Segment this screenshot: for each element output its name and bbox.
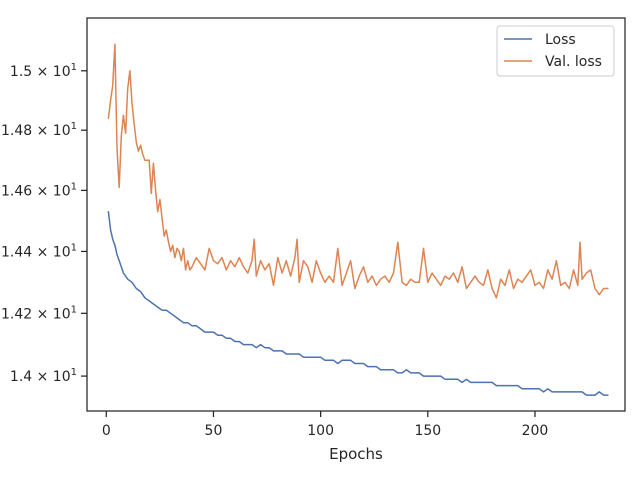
legend-label: Val. loss — [545, 54, 602, 70]
y-tick-label: 1.4 × 101 — [10, 367, 77, 385]
y-tick-label: 1.46 × 101 — [1, 181, 77, 199]
x-tick-label: 150 — [414, 423, 441, 439]
series-layer — [107, 43, 609, 396]
x-axis-title: Epochs — [329, 445, 383, 463]
legend: Loss Val. loss — [496, 25, 615, 77]
plot-frame — [86, 17, 626, 412]
series-line-1 — [107, 43, 609, 299]
x-tick-label: 100 — [307, 423, 334, 439]
x-tick-label: 0 — [102, 423, 111, 439]
legend-label: Loss — [545, 32, 576, 48]
x-tick-label: 50 — [205, 423, 223, 439]
y-tick-label: 1.42 × 101 — [1, 304, 77, 322]
ticks-layer: 0 50 100 150 200 1.4 × 101 1.42 × 101 1.44 × 10… — [1, 62, 548, 439]
y-tick-label: 1.44 × 101 — [1, 242, 77, 260]
y-tick-label: 1.5 × 101 — [10, 62, 77, 80]
y-tick-label: 1.48 × 101 — [1, 121, 77, 139]
series-line-0 — [107, 210, 609, 396]
x-tick-label: 200 — [522, 423, 549, 439]
